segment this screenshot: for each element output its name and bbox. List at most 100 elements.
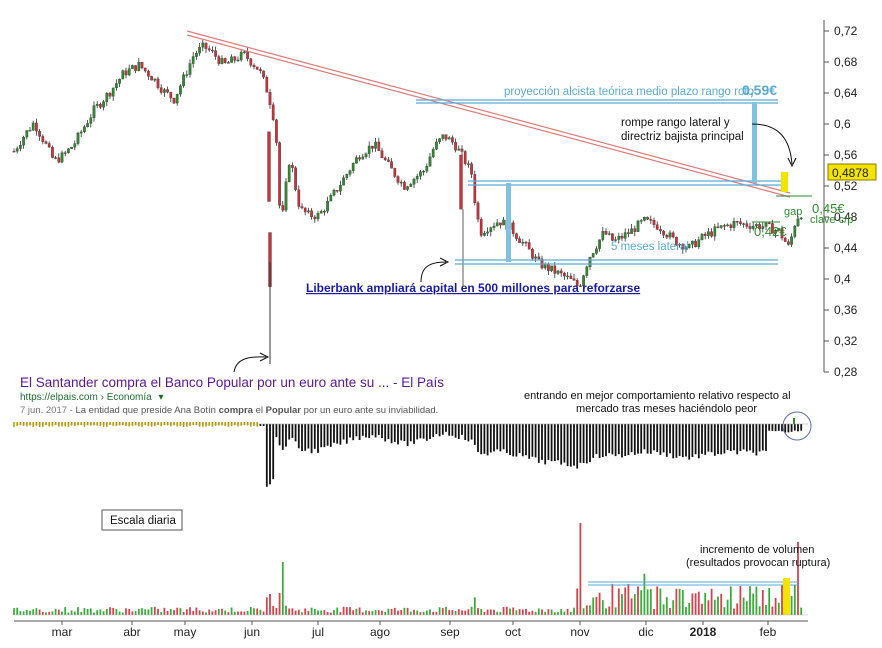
candle-body [329,195,333,202]
volume-bar [739,586,742,615]
relative-bar [339,424,342,445]
candle-body [694,240,697,248]
volume-bar [54,608,57,615]
relative-bar [601,424,604,458]
time-axis-label: sep [440,625,460,639]
volume-bar [13,608,15,615]
volume-bar [537,608,540,615]
volume-bar [297,609,300,615]
candle-body [601,231,605,240]
volume-bar [393,607,396,615]
volume-bar [281,561,284,615]
volume-bar [211,611,214,615]
relative-bar [729,424,732,452]
volume-bar [185,609,188,615]
candle-body [217,56,221,64]
volume-bar [643,573,646,615]
relative-bar [656,424,659,452]
volume-bar [790,595,793,615]
candle-body [355,157,358,164]
volume-bar [729,586,732,615]
volume-bar [461,610,463,615]
snippet-sep: - [67,405,75,416]
volume-bar [371,611,374,615]
volume-bar [403,607,406,615]
relative-bar [329,424,332,447]
relative-bar [451,424,454,436]
candle-body [559,270,563,274]
volume-bar [358,607,361,615]
volume-bar [307,611,310,615]
search-result-url[interactable]: https://elpais.com › Economía ▾ [20,392,164,403]
relative-bar [400,424,403,441]
search-result-url-caret[interactable]: ▾ [159,392,164,403]
relative-bar [416,424,419,440]
candle-body [38,130,41,137]
volume-bar [61,611,63,615]
candle-body [553,265,557,274]
candle-body [460,148,464,152]
volume-bar [505,606,508,615]
snippet-c: el [253,405,266,416]
relative-bar [42,422,44,427]
volume-bar [361,612,364,615]
volume-bar [96,610,99,615]
snippet-d: Popular [266,405,302,416]
candle-body [435,141,438,150]
candle-body [147,70,150,77]
relative-bar [419,424,422,439]
volume-bar [173,610,175,615]
candle-body [303,207,307,213]
volume-bar [355,608,358,615]
relative-bar [345,424,348,444]
volume-bar [221,608,223,615]
volume-bar [416,610,419,615]
candle-body [665,235,669,238]
candle-body [267,131,271,202]
volume-bar [265,597,268,615]
relative-bar [678,424,681,456]
relative-bar [32,422,34,427]
candle-body [371,145,374,149]
time-axis-label: feb [760,625,777,639]
volume-bar [80,612,83,615]
relative-bar [797,424,799,432]
candle-body [121,70,125,80]
volume-bar [112,607,115,615]
scale-label-box [101,509,183,531]
relative-bar [227,422,230,427]
relative-bar [573,424,575,466]
relative-bar [438,424,441,437]
candle-body [287,164,291,183]
volume-bar [329,612,332,615]
relative-bar [83,422,86,427]
volume-bar [656,586,659,615]
candle-body [198,47,201,54]
candle-body [675,236,678,246]
relative-bar [454,424,457,438]
relative-bar [323,424,326,448]
relative-bar [393,424,396,442]
candle-body [19,144,22,149]
volume-bar [253,608,255,615]
volume-bar [502,606,505,615]
volume-bar [201,611,204,615]
volume-bar [336,607,339,615]
candle-body [137,61,141,71]
relative-bar [304,424,307,451]
volume-bar [16,607,19,615]
news-link-liberbank[interactable]: Liberbank ampliará capital en 500 millon… [306,281,640,295]
search-result-url-text[interactable]: https://elpais.com › Economía [20,392,152,403]
relative-bar [457,424,460,440]
volume-bar [345,607,348,615]
candle-body [415,175,419,180]
volume-bar [425,610,428,615]
relative-bar [281,424,284,450]
search-result-title[interactable]: El Santander compra el Banco Popular por… [20,375,444,390]
candle-body [73,143,77,148]
snippet-date: 7 jun. 2017 [20,405,67,416]
relative-bar [441,424,444,435]
volume-bar [525,608,527,615]
candle-body [377,141,381,151]
